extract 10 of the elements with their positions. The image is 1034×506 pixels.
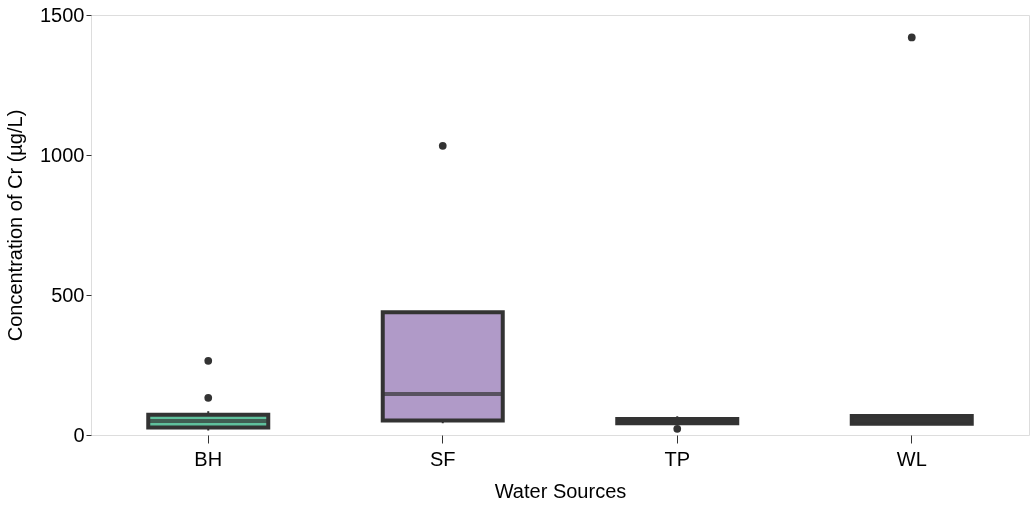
y-tick-label: 500 [51, 283, 85, 306]
y-tick-label: 1500 [40, 3, 85, 26]
x-tick-label: WL [896, 447, 927, 470]
y-tick-label: 0 [73, 423, 85, 446]
y-tick-label: 1000 [40, 143, 85, 166]
x-tick-label: SF [429, 447, 456, 470]
x-tick-label: BH [194, 447, 223, 470]
x-axis-title: Water Sources [494, 479, 627, 502]
x-tick-label: TP [664, 447, 691, 470]
y-axis-title: Concentration of Cr (µg/L) [4, 109, 27, 342]
